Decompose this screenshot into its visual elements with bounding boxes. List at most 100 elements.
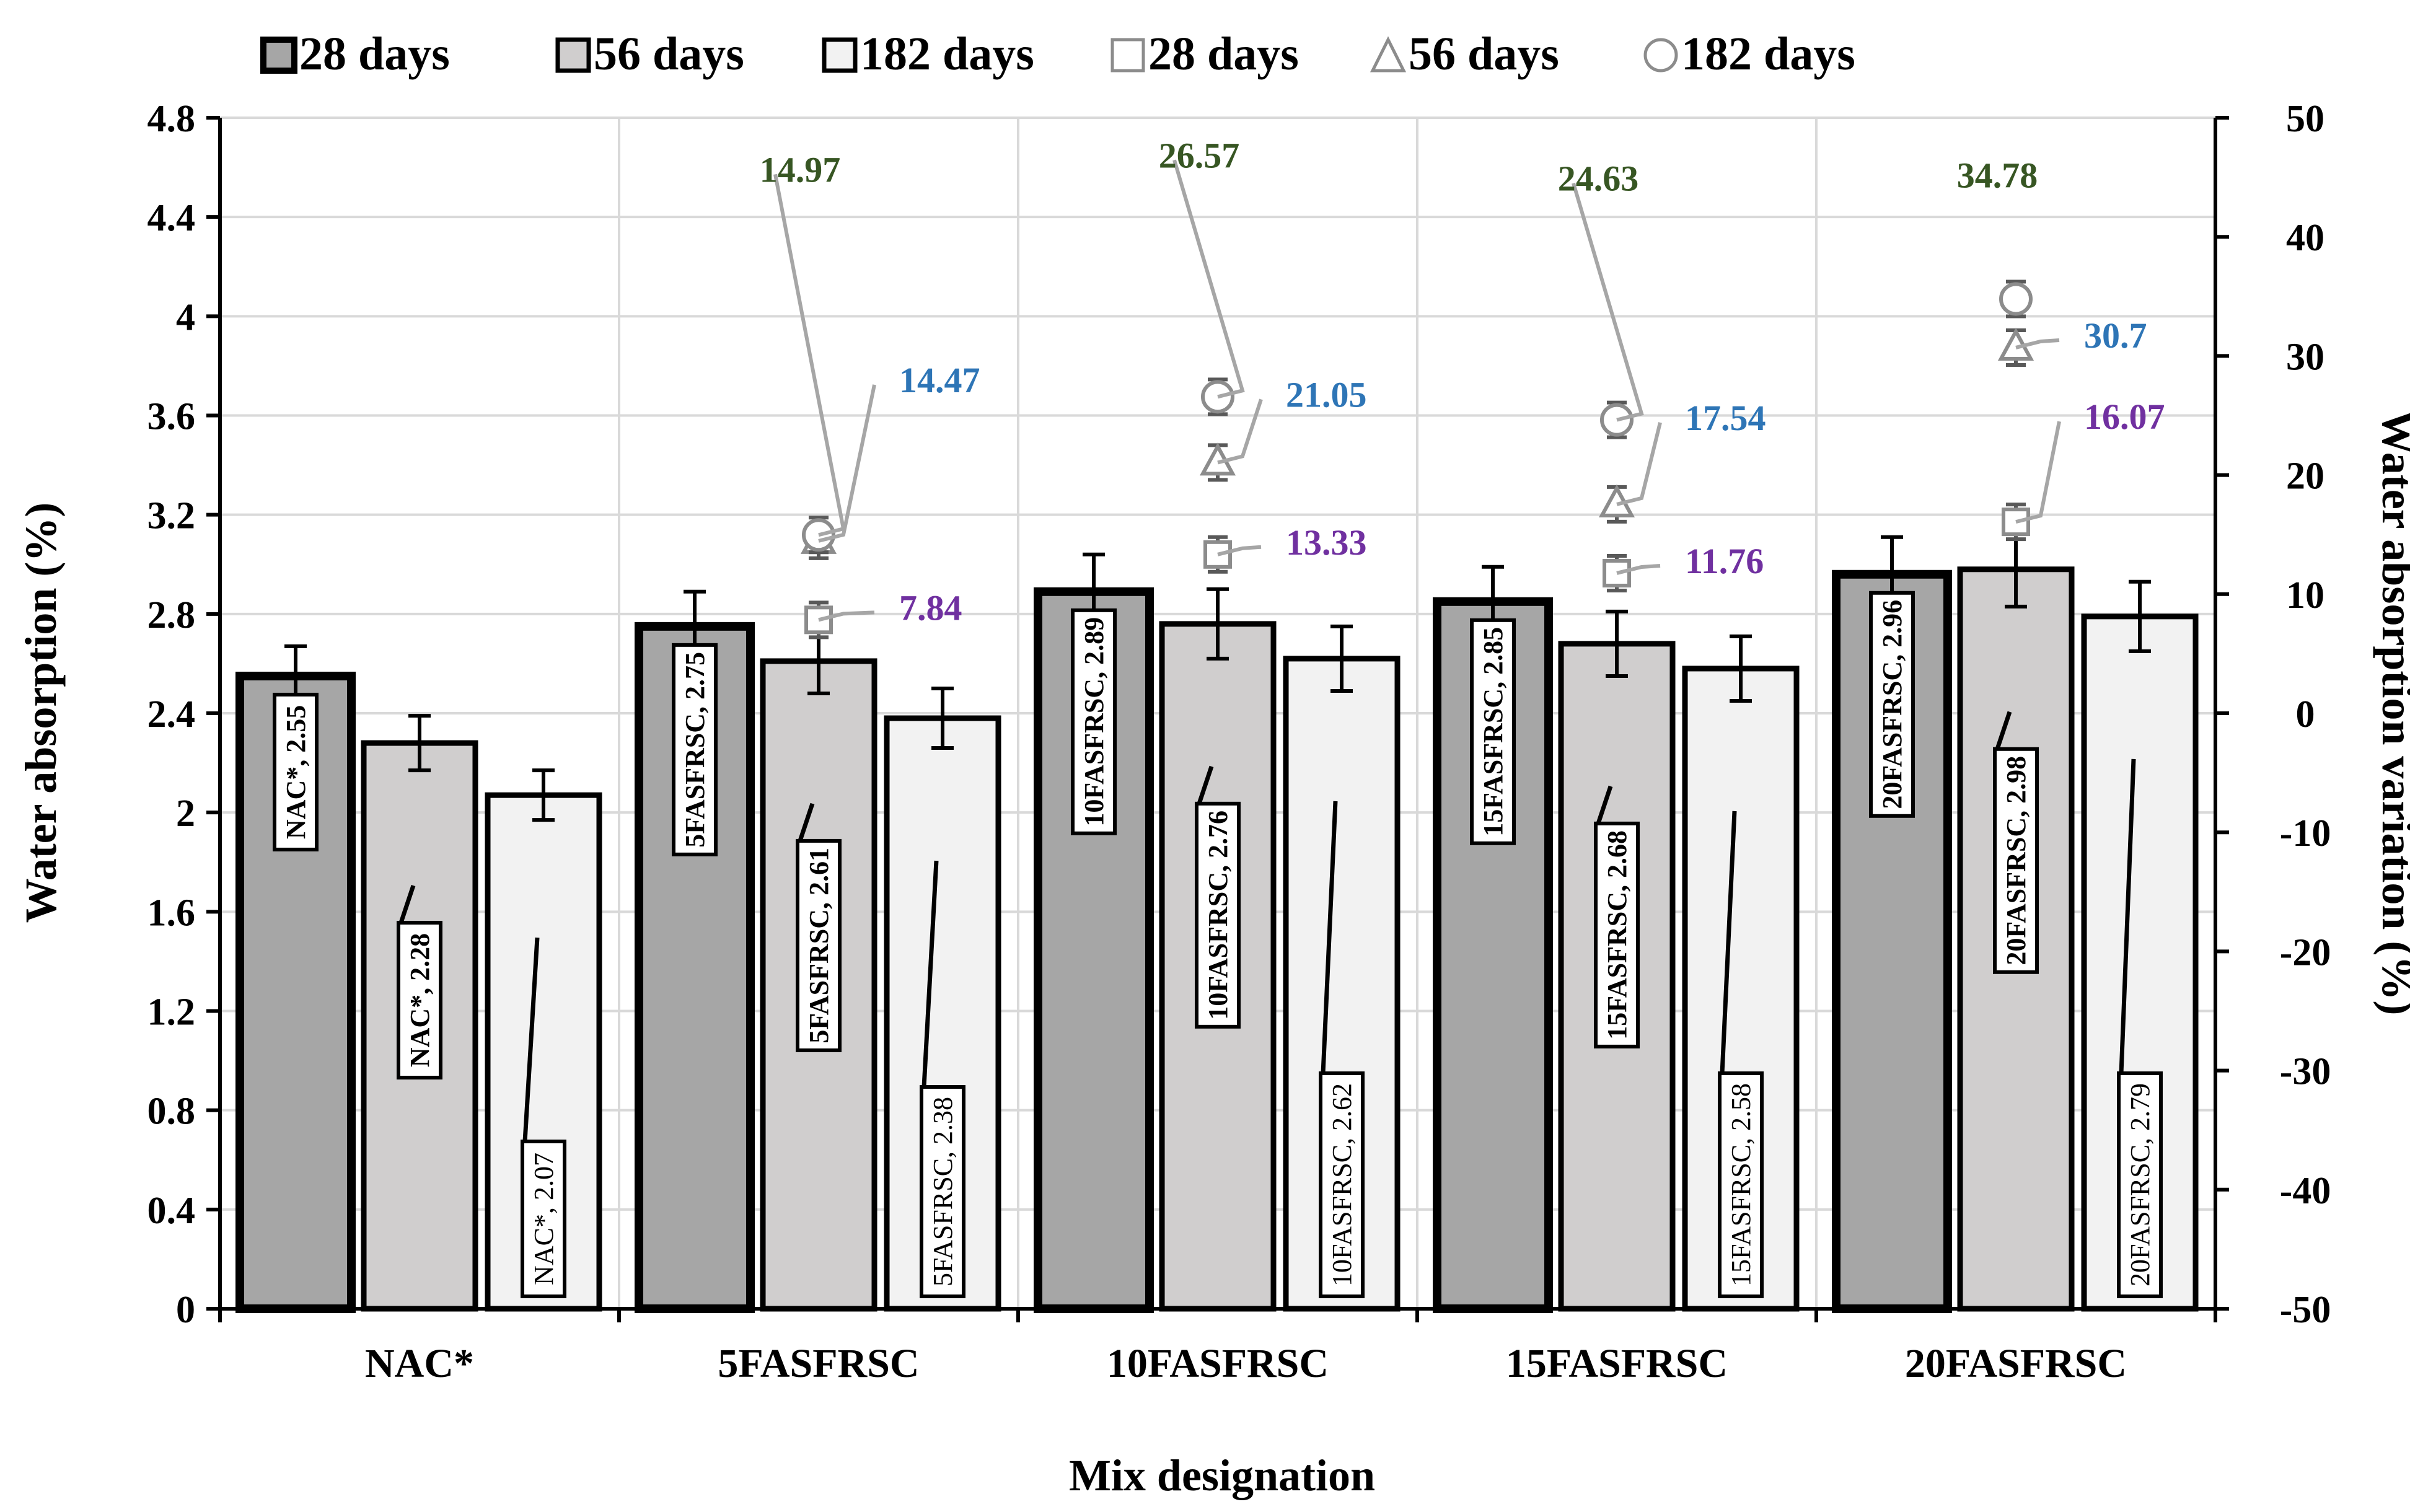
bar-label: 10FASFRSC, 2.62 (1327, 1083, 1357, 1286)
y2-tick-label: 0 (2296, 693, 2315, 736)
variation-label: 14.47 (899, 360, 980, 400)
y2-axis-title: Water absorption variation (%) (2373, 410, 2410, 1016)
bar-label-box (397, 921, 442, 1080)
variation-leader (1217, 545, 1262, 556)
legend-swatch-bar (555, 37, 591, 73)
legend-label: 182 days (860, 28, 1034, 80)
y-tick-label: 3.6 (147, 396, 196, 438)
labels-layer: NAC*, 2.55 5FASFRSC, 2.75 10FASFRSC, 2.89 1… (273, 135, 2165, 1298)
bar-label-box (1993, 747, 2039, 974)
legend-label: 182 days (1681, 28, 1855, 80)
y-tick-label: 0 (176, 1289, 195, 1331)
bar-label-box (920, 1085, 965, 1298)
variation-label: 26.57 (1159, 135, 1240, 175)
x-axis-title: Mix designation (1069, 1451, 1375, 1500)
y-tick-label: 4.4 (147, 197, 196, 239)
bar-label: 5FASFRSC, 2.61 (804, 848, 834, 1044)
y2-tick-label: -30 (2280, 1051, 2331, 1093)
bar-label: 15FASFRSC, 2.68 (1602, 830, 1632, 1040)
legend-swatch-bar (260, 37, 297, 74)
bar-label: 10FASFRSC, 2.76 (1203, 811, 1233, 1020)
y-tick-label: 3.2 (147, 495, 196, 537)
variation-label: 30.7 (2084, 315, 2147, 356)
y-tick-label: 1.2 (147, 991, 196, 1034)
y2-tick-label: 10 (2286, 574, 2324, 617)
variation-label: 14.97 (760, 149, 841, 190)
bar-label-box (1470, 618, 1516, 845)
y2-tick-label: -50 (2280, 1289, 2331, 1331)
bar-label: 15FASFRSC, 2.58 (1726, 1083, 1756, 1286)
bar-label-box (1594, 821, 1640, 1048)
legend-label: 56 days (1409, 28, 1559, 80)
variation-label: 13.33 (1286, 522, 1367, 563)
y2-tick-label: 20 (2286, 455, 2324, 498)
variation-leader (1572, 182, 1644, 422)
y-tick-label: 0.8 (147, 1091, 196, 1133)
y2-tick-label: 30 (2286, 336, 2324, 378)
legend-label: 56 days (594, 28, 744, 80)
legend-label: 28 days (299, 28, 450, 80)
bar-label: 5FASFRSC, 2.38 (928, 1097, 958, 1286)
x-tick-label: 10FASFRSC (1107, 1341, 1329, 1386)
bar-label-box (796, 838, 842, 1052)
leader-line (1720, 811, 1737, 1074)
variation-leader (818, 610, 875, 622)
legend-label: 28 days (1148, 28, 1299, 80)
y2-tick-label: -20 (2280, 931, 2331, 974)
y2-tick-label: -10 (2280, 812, 2331, 855)
legend-swatch-triangle (1370, 36, 1407, 73)
bar-label: 20FASFRSC, 2.98 (2001, 756, 2031, 965)
axes-layer: 0 0.4 0.8 1.2 1.6 2 2.4 2.8 3.2 3.6 4 4.4 4.8 -50 -40 -… (147, 98, 2331, 1386)
leader-line (2119, 758, 2136, 1074)
legend-swatch-circle (1643, 38, 1678, 73)
variation-leader (1616, 422, 1662, 506)
y-tick-label: 4.8 (147, 98, 196, 140)
x-tick-label: 15FASFRSC (1506, 1341, 1728, 1386)
leader-line (798, 802, 815, 842)
bar-label-box (2117, 1071, 2163, 1298)
bar-label-box (1195, 801, 1241, 1029)
axis-titles: Mix designation Water absorption (%) Wat… (16, 410, 2410, 1500)
bar-label-box (521, 1140, 566, 1298)
bar-label: 5FASFRSC, 2.75 (680, 652, 710, 848)
y-tick-label: 0.4 (147, 1190, 196, 1232)
leader-line (921, 860, 939, 1088)
y-tick-label: 2.4 (147, 693, 196, 736)
variation-leader (818, 384, 876, 543)
variation-leader (773, 174, 846, 537)
y-tick-label: 2 (176, 793, 195, 835)
bar-label: NAC*, 2.07 (529, 1153, 559, 1285)
bar-label: 20FASFRSC, 2.79 (2125, 1083, 2155, 1286)
y-tick-label: 2.8 (147, 594, 196, 636)
legend: 28 days 56 days 182 days 28 days 56 days 182 … (260, 28, 1855, 80)
x-tick-label: NAC* (365, 1341, 474, 1386)
leader-line (1995, 711, 2012, 750)
variation-leader (2015, 421, 2061, 524)
variation-leader (2015, 338, 2060, 349)
bar-label-box (672, 643, 718, 856)
leader-line (522, 937, 540, 1142)
y-tick-label: 4 (176, 296, 195, 338)
leader-line (1321, 801, 1338, 1074)
variation-label: 7.84 (899, 587, 962, 628)
bar-label-box (1718, 1071, 1764, 1298)
variation-label: 11.76 (1685, 541, 1764, 581)
legend-swatch-square (1110, 38, 1145, 73)
bar-label: NAC*, 2.28 (405, 933, 435, 1067)
bar-label: NAC*, 2.55 (281, 705, 311, 839)
bar-label-box (1319, 1071, 1365, 1298)
leader-line (398, 884, 416, 924)
bar-label: 15FASFRSC, 2.85 (1478, 627, 1508, 837)
bar-label: 10FASFRSC, 2.89 (1079, 617, 1109, 827)
x-tick-label: 5FASFRSC (718, 1341, 919, 1386)
variation-label: 21.05 (1286, 374, 1367, 415)
variation-label: 16.07 (2084, 397, 2165, 437)
y-axis-title: Water absorption (%) (16, 503, 66, 923)
variation-leader (1172, 159, 1245, 399)
variation-leader (1616, 563, 1661, 575)
bar-label-box (273, 692, 319, 851)
y2-tick-label: 50 (2286, 98, 2324, 140)
square-marker (804, 605, 833, 635)
variation-label: 24.63 (1558, 159, 1639, 199)
